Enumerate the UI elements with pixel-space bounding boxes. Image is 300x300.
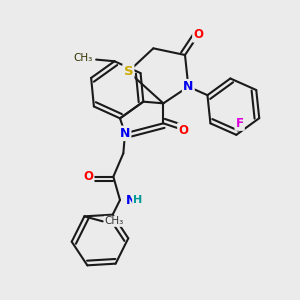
Text: N: N xyxy=(183,80,194,93)
Text: H: H xyxy=(133,195,142,205)
Text: N: N xyxy=(120,127,130,140)
Text: O: O xyxy=(178,124,188,136)
Text: CH₃: CH₃ xyxy=(104,216,124,226)
Text: F: F xyxy=(236,117,244,130)
Text: S: S xyxy=(124,65,133,78)
Text: CH₃: CH₃ xyxy=(74,53,93,63)
Text: N: N xyxy=(126,194,136,206)
Text: O: O xyxy=(193,28,203,41)
Text: O: O xyxy=(83,170,93,183)
